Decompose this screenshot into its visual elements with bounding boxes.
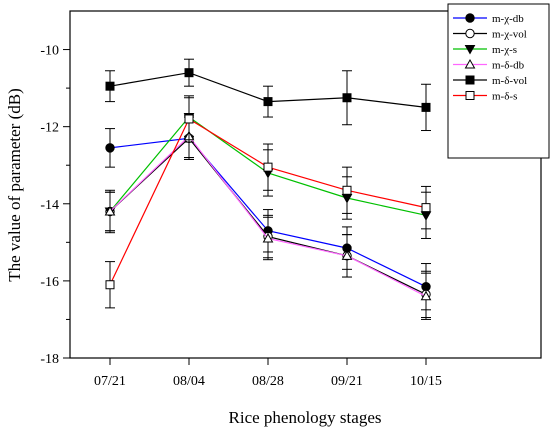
data-point bbox=[262, 232, 274, 243]
x-tick-label: 08/04 bbox=[173, 374, 205, 389]
data-point bbox=[184, 114, 194, 124]
y-axis-title: The value of parameter (dB) bbox=[5, 88, 24, 282]
data-point bbox=[342, 185, 352, 195]
legend-item-m-delta-s: m-δ-s bbox=[453, 91, 517, 103]
data-point bbox=[421, 203, 431, 213]
legend-label: m-χ-s bbox=[492, 44, 517, 56]
y-tick-label: -16 bbox=[40, 275, 59, 290]
legend-marker bbox=[465, 13, 475, 23]
plot-frame bbox=[69, 10, 542, 359]
y-tick-label: -12 bbox=[40, 121, 59, 136]
y-tick-label: -18 bbox=[40, 352, 59, 367]
y-tick-label: -14 bbox=[40, 198, 59, 213]
data-point bbox=[105, 280, 115, 290]
legend-marker bbox=[465, 75, 475, 85]
data-point bbox=[342, 93, 352, 103]
axis-ticks: -18 -16 -14 -12 -10 07/21 08/04 08/28 09/21 10/15 bbox=[40, 44, 442, 389]
data-point bbox=[105, 81, 115, 91]
legend-item-m-chi-vol: m-χ-vol bbox=[453, 29, 527, 41]
series-m-delta-vol bbox=[105, 58, 431, 132]
legend-label: m-χ-db bbox=[492, 13, 524, 25]
data-point bbox=[263, 97, 273, 107]
legend-marker bbox=[465, 91, 475, 100]
data-point bbox=[184, 68, 194, 78]
data-point bbox=[104, 205, 116, 216]
legend-box bbox=[447, 3, 550, 159]
legend-label: m-χ-vol bbox=[492, 29, 527, 41]
data-point bbox=[263, 162, 273, 172]
legend-marker bbox=[465, 28, 475, 39]
x-tick-label: 07/21 bbox=[94, 374, 126, 389]
series-group bbox=[104, 58, 432, 320]
y-tick-label: -10 bbox=[40, 44, 59, 59]
data-point bbox=[105, 143, 115, 153]
x-tick-label: 08/28 bbox=[252, 374, 284, 389]
legend-entries: m-χ-db m-χ-vol m-χ-s m-δ-db m-δ-vol m-δ-s bbox=[453, 13, 527, 103]
series-m-delta-s bbox=[105, 95, 431, 309]
data-point bbox=[341, 250, 353, 260]
legend-label: m-δ-db bbox=[492, 60, 525, 72]
x-tick-label: 10/15 bbox=[410, 374, 442, 389]
series-m-delta-db bbox=[104, 114, 432, 320]
legend: m-χ-db m-χ-vol m-χ-s m-δ-db m-δ-vol m-δ-s bbox=[447, 3, 550, 159]
legend-item-m-chi-s: m-χ-s bbox=[453, 44, 517, 56]
legend-item-m-chi-db: m-χ-db bbox=[453, 13, 524, 25]
data-point bbox=[421, 102, 431, 112]
data-point bbox=[420, 290, 432, 301]
legend-label: m-δ-s bbox=[492, 91, 517, 103]
legend-label: m-δ-vol bbox=[492, 75, 527, 87]
legend-item-m-delta-vol: m-δ-vol bbox=[453, 75, 527, 87]
legend-marker bbox=[464, 45, 476, 55]
legend-marker bbox=[464, 58, 476, 69]
x-axis-title: Rice phenology stages bbox=[229, 408, 382, 427]
x-tick-label: 09/21 bbox=[331, 374, 363, 389]
legend-item-m-delta-db: m-δ-db bbox=[453, 58, 525, 72]
